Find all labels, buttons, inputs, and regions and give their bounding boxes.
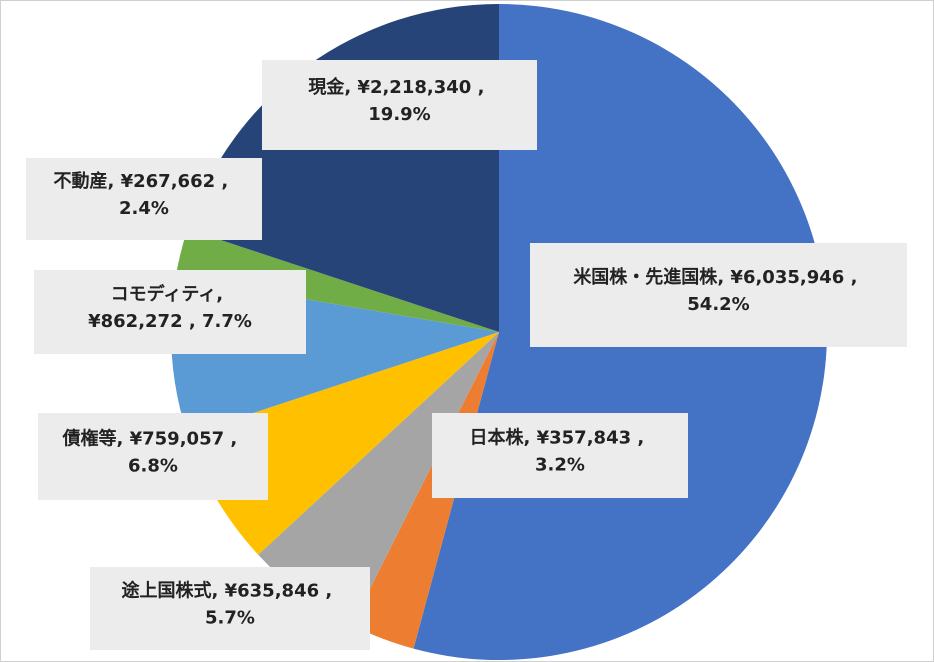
category: 不動産: [54, 170, 108, 192]
separator: ,: [631, 428, 650, 449]
data-label-box: [432, 413, 688, 498]
separator: ,: [183, 311, 202, 332]
separator: ,: [216, 284, 229, 305]
percent-label: 7.7%: [202, 311, 252, 332]
value-label: ¥357,843: [537, 428, 632, 449]
pie-slice: [351, 332, 499, 649]
category: 日本株: [470, 427, 525, 449]
value-label: ¥6,035,946: [730, 267, 844, 288]
separator: ,: [524, 428, 537, 449]
percent-label: 2.4%: [119, 198, 169, 219]
value-label: ¥635,846: [225, 581, 320, 602]
separator: ,: [344, 77, 357, 98]
separator: ,: [224, 429, 243, 450]
value-label: ¥2,218,340: [357, 77, 471, 98]
data-label-box: [90, 567, 370, 650]
separator: ,: [844, 267, 863, 288]
percent-label: 5.7%: [205, 608, 255, 629]
value-label: ¥862,272: [88, 311, 183, 332]
value-label: ¥267,662: [121, 171, 216, 192]
pie-slice: [258, 332, 499, 626]
percent-label: 54.2%: [687, 294, 749, 315]
data-label: 日本株, ¥357,843 , 3.2%: [470, 427, 651, 476]
separator: ,: [319, 581, 338, 602]
category: 米国株・先進国株: [573, 266, 718, 288]
percent-label: 3.2%: [535, 455, 585, 476]
percent-label: 6.8%: [128, 456, 178, 477]
separator: ,: [212, 581, 225, 602]
data-label: 債権等, ¥759,057 , 6.8%: [62, 428, 244, 477]
data-label: 米国株・先進国株, ¥6,035,946 , 54.2%: [573, 266, 863, 315]
data-label-box: [530, 243, 907, 347]
data-label-box: [26, 158, 262, 240]
data-label-box: [34, 270, 306, 354]
data-label: 現金, ¥2,218,340 , 19.9%: [308, 76, 490, 125]
category: 途上国株式: [122, 580, 212, 602]
data-label: コモディティ, ¥862,272 , 7.7%: [88, 283, 252, 332]
pie-slice: [175, 229, 499, 332]
data-label: 不動産, ¥267,662 , 2.4%: [54, 170, 235, 219]
separator: ,: [215, 171, 234, 192]
data-label-box: [262, 60, 537, 150]
data-label: 途上国株式, ¥635,846 , 5.7%: [122, 580, 339, 629]
category: 債権等: [62, 428, 117, 450]
category: コモディティ: [111, 283, 217, 305]
separator: ,: [471, 77, 490, 98]
separator: ,: [108, 171, 121, 192]
separator: ,: [717, 267, 730, 288]
separator: ,: [117, 429, 130, 450]
category: 現金: [308, 76, 345, 98]
value-label: ¥759,057: [130, 429, 225, 450]
percent-label: 19.9%: [368, 104, 430, 125]
data-label-box: [38, 413, 268, 500]
